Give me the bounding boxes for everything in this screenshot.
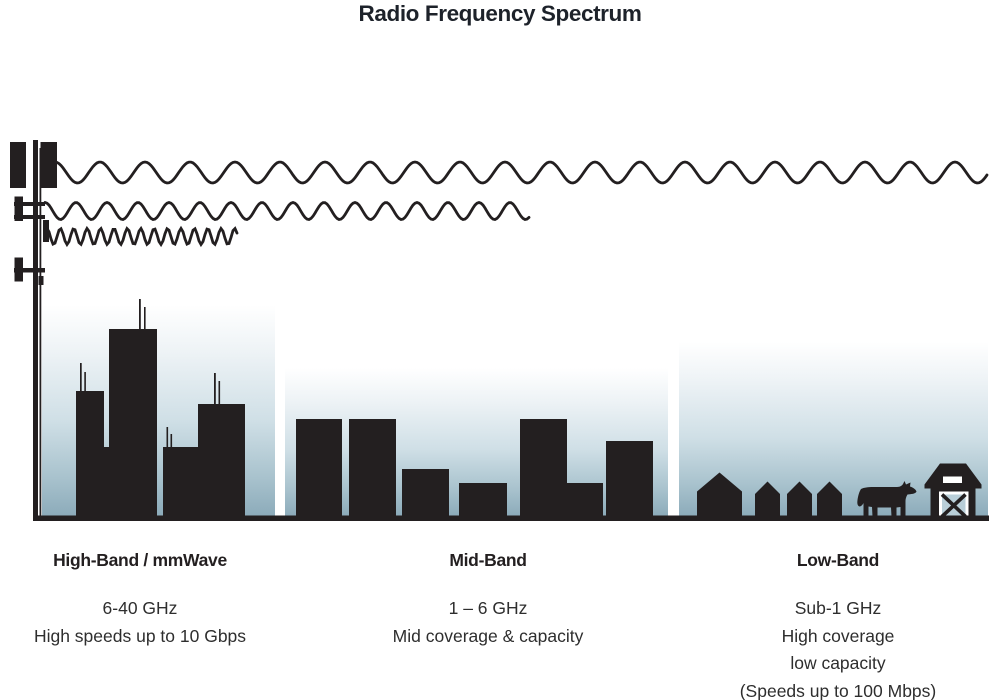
city-building-2 <box>109 329 157 517</box>
band-info-line: High speeds up to 10 Gbps <box>33 625 247 646</box>
band-info-line: Sub-1 GHz <box>794 598 882 618</box>
mid-band-wave <box>43 201 531 221</box>
house-silhouette <box>817 481 842 517</box>
band-heading: Low-Band <box>796 550 880 570</box>
band-lines: 1 – 6 GHz Mid coverage & capacity <box>368 595 608 650</box>
tower-low-stub <box>38 276 44 285</box>
band-label-mid: Mid-Band 1 – 6 GHz Mid coverage & capacit… <box>368 550 608 650</box>
barn-loft-window <box>943 476 962 483</box>
tower-mid-antenna <box>14 196 23 221</box>
mid-building-6 <box>567 483 603 517</box>
mid-building-2 <box>349 419 396 517</box>
building-antenna <box>218 381 221 404</box>
band-heading: Mid-Band <box>449 550 527 570</box>
band-info-line: Mid coverage & capacity <box>392 625 584 646</box>
page-title: Radio Frequency Spectrum <box>358 1 642 26</box>
band-lines: 6-40 GHz High speeds up to 10 Gbps <box>20 595 260 650</box>
band-info-line: 6-40 GHz <box>102 598 178 618</box>
tower-top-antenna-left <box>10 142 26 188</box>
mid-building-7 <box>606 441 653 517</box>
house-silhouette <box>697 472 742 517</box>
tower-mid-crossbar-upper <box>14 202 45 206</box>
tower-mid-crossbar-lower <box>14 215 45 219</box>
band-lines: Sub-1 GHz High coverage low capacity (Speed… <box>690 595 986 700</box>
band-label-high: High-Band / mmWave 6-40 GHz High speeds u… <box>20 550 260 650</box>
barn-roof <box>924 463 982 489</box>
mid-building-1 <box>296 419 342 517</box>
mid-building-3 <box>402 469 449 517</box>
barn-door-cross <box>940 493 967 518</box>
band-heading: High-Band / mmWave <box>53 550 227 570</box>
house-silhouette <box>787 481 812 517</box>
building-antenna <box>144 307 146 329</box>
building-antenna <box>84 372 86 391</box>
band-info-line: low capacity <box>790 653 886 673</box>
band-info-line: High coverage <box>781 625 895 646</box>
tower-low-crossbar <box>14 268 45 273</box>
cell-tower-pole-thin <box>39 148 42 517</box>
band-info-line: 1 – 6 GHz <box>448 598 528 618</box>
city-building-3 <box>163 447 198 517</box>
building-antenna <box>139 299 141 329</box>
cow-silhouette <box>857 481 917 517</box>
city-building-4 <box>198 404 245 517</box>
mid-building-4 <box>459 483 507 517</box>
cell-tower-pole <box>33 140 38 517</box>
mid-building-5 <box>520 419 567 517</box>
building-antenna <box>214 373 216 404</box>
high-band-mmwave-wave <box>45 225 239 248</box>
building-antenna <box>170 434 173 447</box>
low-band-long-wave <box>53 160 989 185</box>
building-antenna <box>166 427 169 447</box>
tower-mid-stub-antenna <box>43 220 49 242</box>
band-label-low: Low-Band Sub-1 GHz High coverage low capac… <box>690 550 986 700</box>
band-info-line: (Speeds up to 100 Mbps) <box>739 680 937 700</box>
ground-line <box>33 515 989 521</box>
tower-top-antenna-right <box>40 142 57 188</box>
building-antenna <box>80 363 82 391</box>
city-building-1 <box>76 391 104 517</box>
house-silhouette <box>755 481 780 517</box>
